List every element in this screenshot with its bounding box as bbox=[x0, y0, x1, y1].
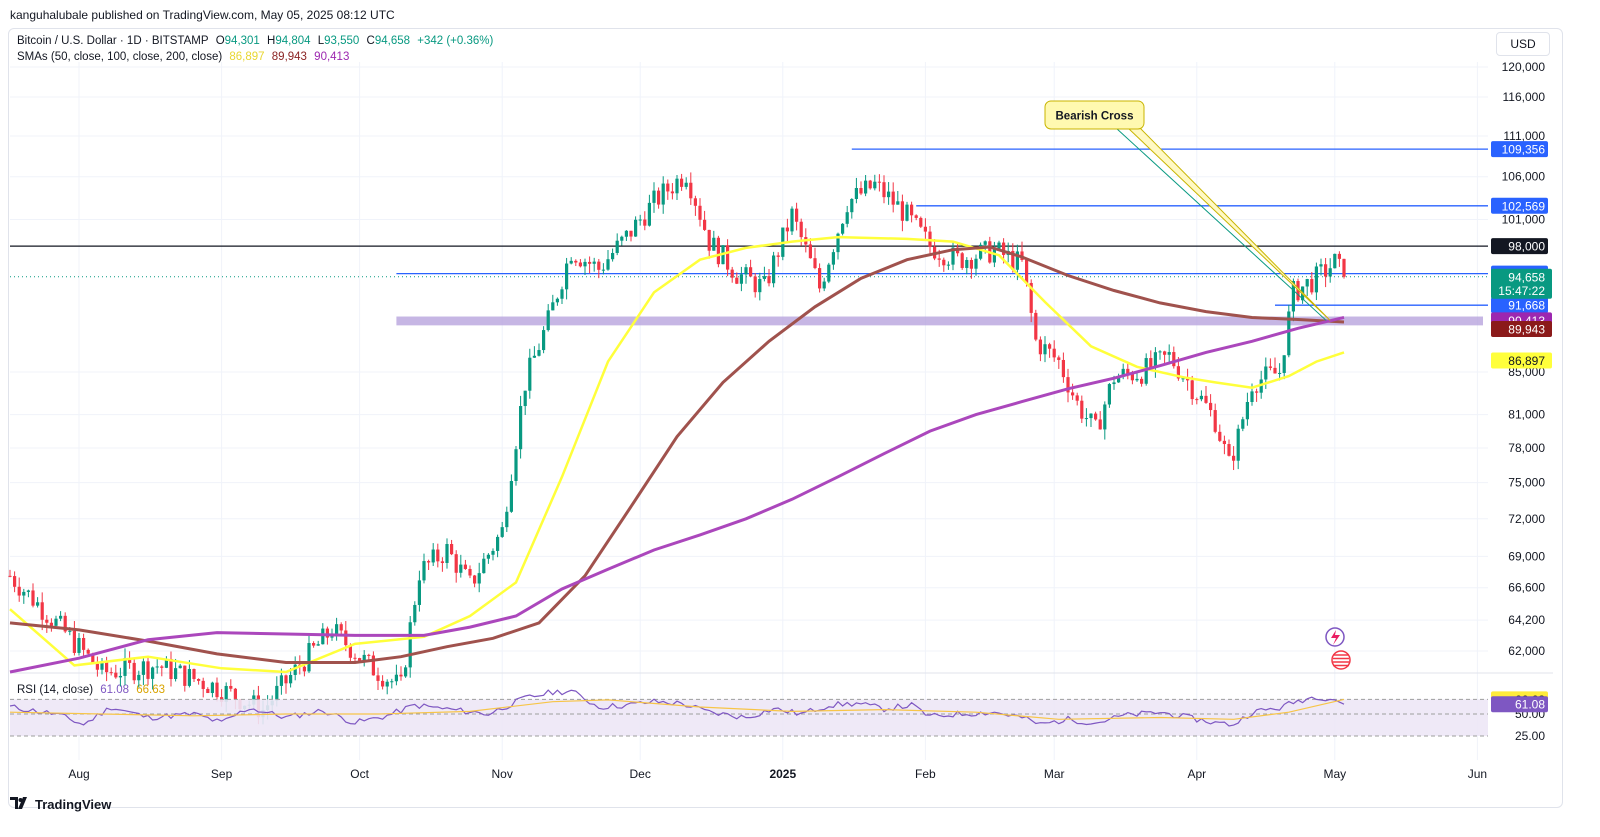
open-value: 94,301 bbox=[224, 35, 260, 47]
symbol-legend[interactable]: Bitcoin / U.S. Dollar · 1D · BITSTAMP O9… bbox=[17, 35, 497, 47]
currency-button[interactable]: USD bbox=[1496, 32, 1550, 56]
tv-logo-icon bbox=[10, 796, 30, 812]
rsi-title: RSI (14, close) bbox=[17, 684, 94, 696]
tradingview-logo[interactable]: TradingView bbox=[10, 796, 111, 812]
sma100-value: 89,943 bbox=[271, 51, 307, 63]
close-value: 94,658 bbox=[374, 35, 411, 47]
change-value: +342 (+0.36%) bbox=[417, 35, 494, 47]
publisher-note: kanguhalubale published on TradingView.c… bbox=[10, 8, 395, 22]
rsi-ma-value: 66.63 bbox=[136, 684, 166, 696]
rsi-value: 61.08 bbox=[100, 684, 130, 696]
close-label: C bbox=[366, 35, 375, 47]
rsi-legend[interactable]: RSI (14, close) 61.08 66.63 bbox=[17, 684, 169, 696]
sma50-value: 86,897 bbox=[229, 51, 265, 63]
high-value: 94,804 bbox=[275, 35, 311, 47]
low-value: 93,550 bbox=[324, 35, 360, 47]
high-label: H bbox=[267, 35, 276, 47]
sma200-value: 90,413 bbox=[314, 51, 350, 63]
low-label: L bbox=[317, 35, 325, 47]
symbol-title: Bitcoin / U.S. Dollar · 1D · BITSTAMP bbox=[17, 35, 209, 47]
sma-title: SMAs (50, close, 100, close, 200, close) bbox=[17, 51, 223, 63]
footer-brand: TradingView bbox=[35, 796, 112, 812]
open-label: O bbox=[215, 35, 225, 47]
sma-legend[interactable]: SMAs (50, close, 100, close, 200, close)… bbox=[17, 51, 353, 63]
chart-frame bbox=[8, 28, 1563, 808]
